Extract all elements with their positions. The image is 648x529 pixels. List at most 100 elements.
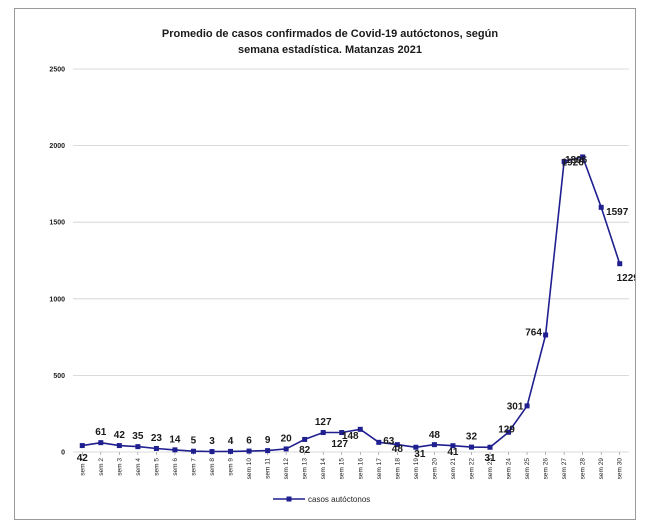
x-tick-label-26: sem 26	[543, 458, 550, 480]
x-tick-label-22: sem 22	[468, 458, 475, 480]
data-label-11: 9	[265, 435, 271, 446]
data-label-27: 1896	[565, 155, 588, 166]
x-tick-label-5: sem 5	[153, 458, 160, 476]
data-point-9	[228, 448, 234, 454]
data-label-7: 5	[191, 436, 197, 447]
data-point-29	[598, 204, 604, 210]
y-tick-label-500: 500	[53, 373, 65, 380]
x-tick-label-28: sem 28	[580, 458, 587, 480]
data-label-22: 32	[466, 432, 478, 443]
data-point-27	[561, 159, 567, 165]
data-point-12	[283, 446, 289, 452]
data-point-2	[98, 440, 104, 446]
data-label-23: 31	[484, 453, 496, 464]
series-layer	[79, 154, 623, 455]
data-label-15: 127	[331, 439, 348, 450]
x-tick-label-16: sem 16	[357, 458, 364, 480]
data-point-28	[580, 154, 586, 160]
x-axis: sem 1 sem 2 sem 3 sem 4 sem 5 sem 6 sem 7 sem 8…	[79, 452, 624, 480]
data-point-8	[209, 449, 215, 455]
x-tick-label-13: sem 13	[302, 458, 309, 480]
data-label-8: 3	[209, 436, 215, 447]
x-tick-label-29: sem 29	[598, 458, 605, 480]
legend-marker-swatch	[286, 496, 292, 502]
data-label-5: 23	[151, 433, 163, 444]
data-label-26: 764	[525, 327, 542, 338]
data-label-2: 61	[95, 427, 107, 438]
x-tick-label-27: sem 27	[561, 458, 568, 480]
x-tick-label-6: sem 6	[172, 458, 179, 476]
data-label-30: 1229	[617, 273, 635, 284]
data-point-11	[265, 448, 271, 454]
y-tick-label-1500: 1500	[49, 220, 65, 227]
x-tick-label-11: sem 11	[265, 458, 272, 479]
data-point-16	[357, 426, 363, 432]
data-label-17: 63	[383, 436, 395, 447]
x-tick-label-21: sem 21	[450, 458, 457, 480]
data-label-18: 48	[392, 444, 404, 455]
x-tick-label-8: sem 8	[209, 458, 216, 476]
data-point-6	[172, 447, 178, 453]
data-point-26	[543, 332, 549, 338]
data-label-3: 42	[114, 430, 126, 441]
x-tick-label-25: sem 25	[524, 458, 531, 480]
data-point-21	[450, 443, 456, 449]
data-label-12: 20	[281, 433, 293, 444]
data-point-10	[246, 448, 252, 454]
chart: Promedio de casos confirmados de Covid-1…	[49, 28, 635, 504]
data-point-3	[116, 443, 122, 449]
gridlines	[73, 68, 629, 453]
x-tick-label-9: sem 9	[228, 458, 235, 476]
x-tick-label-3: sem 3	[116, 458, 123, 476]
data-label-14: 127	[315, 417, 332, 428]
x-tick-label-7: sem 7	[190, 458, 197, 476]
x-tick-label-1: sem 1	[79, 458, 86, 476]
chart-title-line-1: Promedio de casos confirmados de Covid-1…	[162, 28, 498, 40]
data-point-4	[135, 444, 141, 450]
data-point-17	[376, 439, 382, 445]
data-label-29: 1597	[606, 207, 629, 218]
y-tick-label-2500: 2500	[49, 67, 65, 74]
data-point-18	[394, 442, 400, 448]
x-tick-label-17: sem 17	[376, 458, 383, 480]
x-tick-label-24: sem 24	[506, 458, 513, 480]
data-label-10: 6	[246, 436, 252, 447]
legend: casos autóctonos	[273, 495, 370, 504]
x-tick-label-10: sem 10	[246, 458, 253, 480]
data-point-19	[413, 444, 419, 450]
chart-frame: Promedio de casos confirmados de Covid-1…	[14, 8, 636, 520]
x-tick-label-18: sem 18	[394, 458, 401, 480]
x-tick-label-19: sem 19	[413, 458, 420, 480]
x-tick-label-15: sem 15	[339, 458, 346, 480]
data-point-13	[302, 436, 308, 442]
data-point-23	[487, 444, 493, 450]
data-label-25: 301	[507, 401, 524, 412]
data-point-25	[524, 403, 530, 409]
y-tick-label-1000: 1000	[49, 296, 65, 303]
y-axis: 0 500 1000 1500 2000 2500	[49, 67, 65, 457]
data-point-24	[506, 429, 512, 435]
data-label-19: 31	[414, 449, 426, 460]
x-tick-label-2: sem 2	[98, 458, 105, 476]
data-label-20: 48	[429, 430, 441, 441]
x-tick-label-12: sem 12	[283, 458, 290, 480]
data-point-15	[339, 430, 345, 436]
data-label-13: 82	[299, 445, 311, 456]
data-label-9: 4	[228, 436, 234, 447]
y-tick-label-0: 0	[61, 450, 65, 457]
data-point-5	[153, 445, 159, 451]
x-tick-label-20: sem 20	[431, 458, 438, 480]
data-label-6: 14	[169, 434, 181, 445]
data-point-20	[431, 442, 437, 448]
data-point-30	[617, 261, 623, 267]
data-label-24: 129	[498, 425, 515, 436]
x-tick-label-14: sem 14	[320, 458, 327, 480]
y-tick-label-2000: 2000	[49, 143, 65, 150]
data-point-14	[320, 430, 326, 436]
data-label-1: 42	[77, 453, 89, 464]
data-point-22	[468, 444, 474, 450]
data-label-4: 35	[132, 431, 144, 442]
legend-label: casos autóctonos	[308, 495, 370, 504]
chart-title-line-2: semana estadística. Matanzas 2021	[238, 44, 422, 56]
